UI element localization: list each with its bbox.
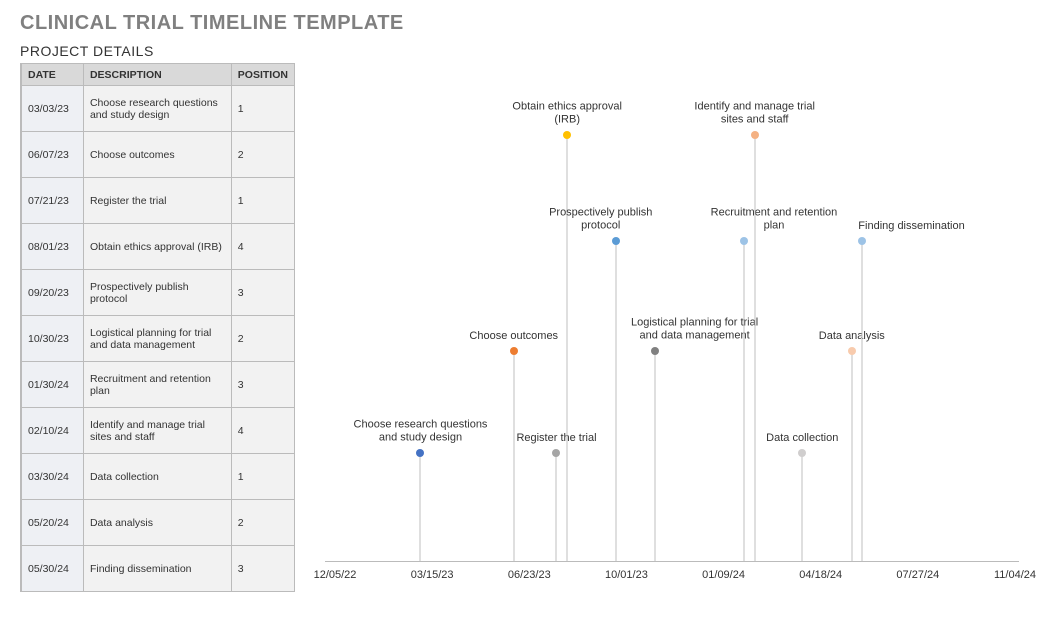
cell-date: 05/30/24 <box>22 546 84 592</box>
cell-date: 09/20/23 <box>22 270 84 316</box>
event-marker <box>751 131 759 139</box>
event-label: Prospectively publish protocol <box>549 207 652 235</box>
x-tick-label: 03/15/23 <box>411 569 454 581</box>
event-marker <box>552 449 560 457</box>
event-stem <box>743 241 744 561</box>
event-marker <box>858 237 866 245</box>
cell-date: 03/03/23 <box>22 86 84 132</box>
table-row: 06/07/23Choose outcomes2 <box>22 132 295 178</box>
event-marker <box>510 347 518 355</box>
event-stem <box>513 351 514 561</box>
table-row: 03/30/24Data collection1 <box>22 454 295 500</box>
event-label: Data analysis <box>819 330 885 345</box>
event-marker <box>612 237 620 245</box>
cell-pos: 2 <box>231 132 294 178</box>
event-stem <box>861 241 862 561</box>
event-stem <box>567 135 568 561</box>
event-stem <box>654 351 655 561</box>
event-stem <box>802 453 803 561</box>
cell-pos: 3 <box>231 362 294 408</box>
col-pos: POSITION <box>231 64 294 86</box>
event-stem <box>851 351 852 561</box>
event-marker <box>416 449 424 457</box>
event-label: Recruitment and retention plan <box>711 207 838 235</box>
x-tick-label: 10/01/23 <box>605 569 648 581</box>
cell-date: 08/01/23 <box>22 224 84 270</box>
event-marker <box>563 131 571 139</box>
table-row: 09/20/23Prospectively publish protocol3 <box>22 270 295 316</box>
cell-pos: 1 <box>231 86 294 132</box>
details-table: DATE DESCRIPTION POSITION 03/03/23Choose… <box>21 63 295 592</box>
event-label: Register the trial <box>516 432 596 447</box>
cell-date: 07/21/23 <box>22 178 84 224</box>
event-label: Choose outcomes <box>469 330 558 345</box>
cell-desc: Data analysis <box>83 500 231 546</box>
cell-pos: 1 <box>231 454 294 500</box>
event-stem <box>556 453 557 561</box>
table-row: 05/20/24Data analysis2 <box>22 500 295 546</box>
cell-desc: Data collection <box>83 454 231 500</box>
cell-desc: Prospectively publish protocol <box>83 270 231 316</box>
event-label: Finding dissemination <box>858 220 964 235</box>
cell-desc: Recruitment and retention plan <box>83 362 231 408</box>
cell-date: 05/20/24 <box>22 500 84 546</box>
cell-date: 01/30/24 <box>22 362 84 408</box>
event-label: Data collection <box>766 432 838 447</box>
cell-pos: 2 <box>231 316 294 362</box>
table-row: 01/30/24Recruitment and retention plan3 <box>22 362 295 408</box>
x-tick-label: 01/09/24 <box>702 569 745 581</box>
cell-desc: Logistical planning for trial and data m… <box>83 316 231 362</box>
cell-date: 10/30/23 <box>22 316 84 362</box>
layout: DATE DESCRIPTION POSITION 03/03/23Choose… <box>20 63 1029 593</box>
x-tick-label: 04/18/24 <box>799 569 842 581</box>
table-row: 03/03/23Choose research questions and st… <box>22 86 295 132</box>
event-label: Identify and manage trial sites and staf… <box>694 101 814 129</box>
x-tick-label: 06/23/23 <box>508 569 551 581</box>
table-row: 08/01/23Obtain ethics approval (IRB)4 <box>22 224 295 270</box>
x-axis-line <box>325 561 1019 562</box>
event-label: Obtain ethics approval (IRB) <box>512 101 621 129</box>
cell-pos: 1 <box>231 178 294 224</box>
cell-date: 06/07/23 <box>22 132 84 178</box>
event-stem <box>420 453 421 561</box>
event-marker <box>651 347 659 355</box>
event-marker <box>798 449 806 457</box>
event-marker <box>740 237 748 245</box>
cell-desc: Choose outcomes <box>83 132 231 178</box>
cell-date: 02/10/24 <box>22 408 84 454</box>
page-title: CLINICAL TRIAL TIMELINE TEMPLATE <box>20 12 1029 35</box>
cell-pos: 2 <box>231 500 294 546</box>
details-table-wrap: DATE DESCRIPTION POSITION 03/03/23Choose… <box>20 63 295 592</box>
cell-pos: 3 <box>231 270 294 316</box>
cell-desc: Register the trial <box>83 178 231 224</box>
table-row: 10/30/23Logistical planning for trial an… <box>22 316 295 362</box>
event-label: Logistical planning for trial and data m… <box>631 317 758 345</box>
table-row: 07/21/23Register the trial1 <box>22 178 295 224</box>
cell-desc: Choose research questions and study desi… <box>83 86 231 132</box>
section-title: PROJECT DETAILS <box>20 43 1029 59</box>
event-stem <box>615 241 616 561</box>
table-row: 05/30/24Finding dissemination3 <box>22 546 295 592</box>
event-stem <box>754 135 755 561</box>
cell-date: 03/30/24 <box>22 454 84 500</box>
cell-desc: Obtain ethics approval (IRB) <box>83 224 231 270</box>
cell-pos: 4 <box>231 224 294 270</box>
table-row: 02/10/24Identify and manage trial sites … <box>22 408 295 454</box>
cell-pos: 4 <box>231 408 294 454</box>
col-desc: DESCRIPTION <box>83 64 231 86</box>
cell-desc: Identify and manage trial sites and staf… <box>83 408 231 454</box>
event-label: Choose research questions and study desi… <box>354 419 488 447</box>
cell-pos: 3 <box>231 546 294 592</box>
x-tick-label: 07/27/24 <box>896 569 939 581</box>
timeline-chart: 12/05/22 03/15/23 06/23/23 10/01/23 01/09/24… <box>315 63 1029 593</box>
x-tick-label: 11/04/24 <box>994 569 1036 581</box>
x-tick-label: 12/05/22 <box>314 569 357 581</box>
event-marker <box>848 347 856 355</box>
cell-desc: Finding dissemination <box>83 546 231 592</box>
col-date: DATE <box>22 64 84 86</box>
